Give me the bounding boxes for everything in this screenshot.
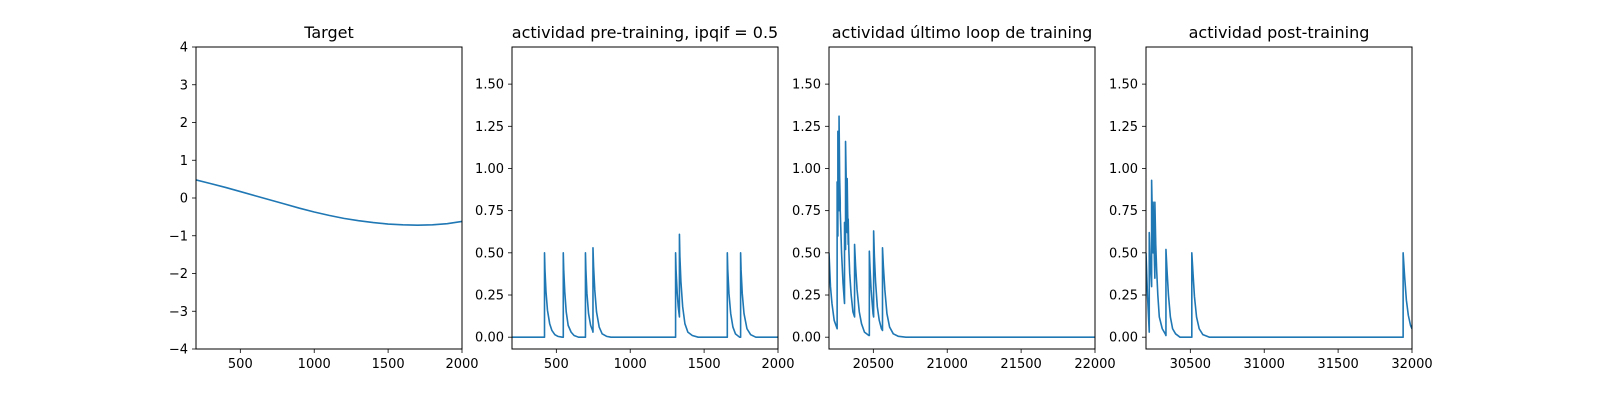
y-tick-label: 2 xyxy=(180,116,188,131)
x-tick-label: 500 xyxy=(228,357,253,372)
chart-panel-3: 20500 21000 21500 22000 0.00 0.25 0.50 0.75 1.00… xyxy=(792,23,1116,372)
y-tick-label: 4 xyxy=(180,41,188,56)
y-tick-label: 0.50 xyxy=(475,246,504,261)
y-tick-label: −4 xyxy=(169,343,188,358)
y-tick-label: 0.75 xyxy=(1109,204,1138,219)
y-tick-label: 1.50 xyxy=(1109,78,1138,93)
y-tick-label: 0 xyxy=(180,192,188,207)
x-tick-label: 22000 xyxy=(1074,357,1115,372)
x-tick-label: 2000 xyxy=(761,357,794,372)
x-tick-label: 31500 xyxy=(1317,357,1358,372)
chart-panels: 500 1000 1500 2000 −4 −3 −2 −1 0 1 2 3 4 Target 500 100… xyxy=(169,23,1433,372)
chart-panel-4: 30500 31000 31500 32000 0.00 0.25 0.50 0.75 1.00… xyxy=(1109,23,1433,372)
y-tick-label: 1.25 xyxy=(792,120,821,135)
series-line-1 xyxy=(512,233,778,338)
y-tick-label: 0.00 xyxy=(475,331,504,346)
x-tick-label: 20500 xyxy=(853,357,894,372)
y-tick-label: 1.50 xyxy=(792,78,821,93)
y-tick-label: −1 xyxy=(169,229,188,244)
y-tick-label: 1.50 xyxy=(475,78,504,93)
axes-frame xyxy=(511,46,779,350)
x-tick-label: 30500 xyxy=(1170,357,1211,372)
y-tick-label: 0.50 xyxy=(792,246,821,261)
x-tick-label: 1000 xyxy=(298,357,331,372)
series-line-1 xyxy=(196,179,462,226)
y-tick-label: 0.25 xyxy=(792,289,821,304)
y-tick-label: 0.25 xyxy=(1109,289,1138,304)
y-tick-label: 0.25 xyxy=(475,289,504,304)
panel-title: actividad último loop de training xyxy=(832,23,1093,42)
y-tick-label: 1.00 xyxy=(1109,162,1138,177)
chart-panel-1: 500 1000 1500 2000 −4 −3 −2 −1 0 1 2 3 4 Target xyxy=(169,23,479,372)
x-tick-label: 2000 xyxy=(445,357,478,372)
y-tick-label: 0.75 xyxy=(792,204,821,219)
y-tick-label: −2 xyxy=(169,267,188,282)
y-tick-label: 0.75 xyxy=(475,204,504,219)
y-tick-label: 1 xyxy=(180,154,188,169)
x-tick-label: 31000 xyxy=(1244,357,1285,372)
x-tick-label: 1000 xyxy=(614,357,647,372)
x-tick-label: 1500 xyxy=(688,357,721,372)
y-tick-label: −3 xyxy=(169,305,188,320)
x-tick-label: 21500 xyxy=(1000,357,1041,372)
x-tick-label: 500 xyxy=(544,357,569,372)
y-tick-label: 0.00 xyxy=(1109,331,1138,346)
y-tick-label: 0.50 xyxy=(1109,246,1138,261)
y-tick-label: 1.00 xyxy=(792,162,821,177)
series-line-1 xyxy=(829,115,1095,338)
x-tick-label: 1500 xyxy=(372,357,405,372)
y-tick-label: 1.25 xyxy=(1109,120,1138,135)
x-tick-label: 21000 xyxy=(927,357,968,372)
axes-frame xyxy=(1145,46,1413,350)
y-tick-label: 0.00 xyxy=(792,331,821,346)
axes-frame xyxy=(828,46,1096,350)
series-line-1 xyxy=(1146,179,1412,338)
panel-title: Target xyxy=(303,23,354,42)
y-tick-label: 1.25 xyxy=(475,120,504,135)
panel-title: actividad pre-training, ipqif = 0.5 xyxy=(512,23,778,42)
y-tick-label: 1.00 xyxy=(475,162,504,177)
panel-title: actividad post-training xyxy=(1189,23,1370,42)
chart-panel-2: 500 1000 1500 2000 0.00 0.25 0.50 0.75 1.00 1.25 1… xyxy=(475,23,795,372)
y-tick-label: 3 xyxy=(180,78,188,93)
x-tick-label: 32000 xyxy=(1391,357,1432,372)
